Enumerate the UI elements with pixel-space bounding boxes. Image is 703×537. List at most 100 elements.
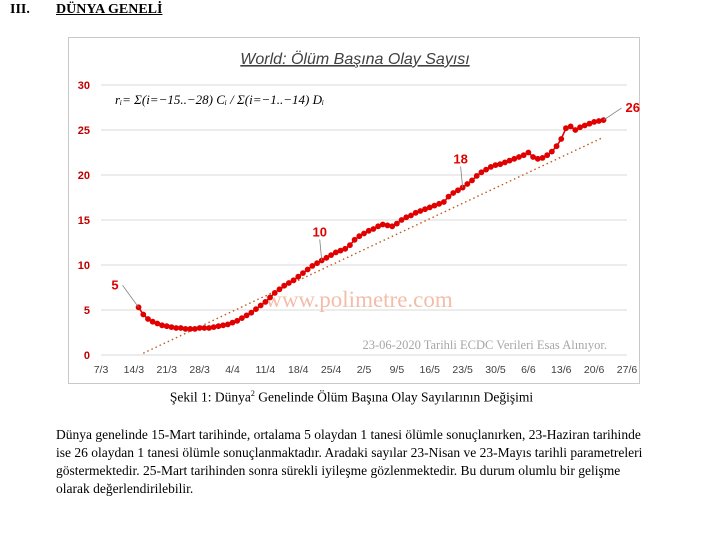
data-point <box>553 143 560 150</box>
data-point <box>464 181 471 187</box>
data-point <box>483 166 490 173</box>
data-point <box>440 199 447 205</box>
data-point <box>145 316 151 322</box>
annotation-leader <box>319 239 323 261</box>
x-tick-label: 11/4 <box>256 364 276 376</box>
data-point <box>276 286 283 293</box>
data-point <box>347 242 353 249</box>
data-point <box>351 236 358 243</box>
data-point <box>140 311 147 318</box>
y-tick-label: 5 <box>84 305 90 317</box>
data-point <box>285 280 292 286</box>
data-point <box>455 187 461 194</box>
data-point <box>422 206 428 213</box>
caption-suffix: Genelinde Ölüm Başına Olay Sayılarının D… <box>254 389 534 405</box>
x-tick-label: 13/6 <box>551 364 572 376</box>
x-tick-label: 16/5 <box>420 364 441 376</box>
data-point <box>182 326 189 332</box>
data-point <box>600 117 607 123</box>
data-point <box>337 247 344 254</box>
data-point <box>501 159 508 166</box>
x-tick-label: 20/6 <box>584 364 605 376</box>
data-point <box>412 209 419 216</box>
y-tick-label: 15 <box>78 215 90 227</box>
data-point <box>309 263 316 269</box>
data-point <box>398 217 405 223</box>
data-point <box>243 312 250 319</box>
data-point <box>253 306 259 312</box>
data-point <box>262 299 269 305</box>
annotation-leader <box>460 166 464 188</box>
x-tick-label: 2/5 <box>357 364 372 376</box>
figure-caption: Şekil 1: Dünya2 Genelinde Ölüm Başına Ol… <box>0 389 703 406</box>
data-point <box>384 222 391 229</box>
data-point <box>497 161 504 168</box>
data-point <box>525 149 532 156</box>
data-point <box>426 204 433 211</box>
data-point <box>229 319 236 326</box>
data-point <box>187 326 194 332</box>
x-tick-label: 23/5 <box>452 364 473 376</box>
data-point <box>154 320 161 327</box>
data-point <box>520 152 527 159</box>
body-paragraph: Dünya genelinde 15-Mart tarihinde, ortal… <box>56 427 643 496</box>
y-tick-label: 0 <box>84 350 90 362</box>
data-point <box>234 317 241 324</box>
x-tick-label: 25/4 <box>321 364 342 376</box>
annotation-label: 18 <box>453 152 467 167</box>
data-point <box>572 127 579 133</box>
chart-svg: World: Ölüm Başına Olay Sayısı 0 5 10 15 20 25… <box>78 50 640 376</box>
data-point <box>548 148 555 155</box>
y-tick-label: 20 <box>78 170 90 182</box>
data-point <box>469 177 475 184</box>
data-point <box>389 223 396 230</box>
data-point <box>342 245 349 252</box>
data-point <box>290 277 297 284</box>
x-tick-label: 6/6 <box>521 364 536 376</box>
y-tick-label: 30 <box>78 80 90 92</box>
data-point <box>506 157 513 164</box>
data-point <box>478 169 485 176</box>
annotation-leader <box>122 285 139 308</box>
watermark: www.polimetre.com <box>265 287 453 312</box>
data-point <box>534 155 541 162</box>
data-point <box>206 325 212 331</box>
data-point <box>295 273 302 280</box>
data-point <box>408 212 414 219</box>
data-point <box>168 324 175 330</box>
data-point <box>159 322 165 329</box>
data-point <box>492 162 499 168</box>
data-point <box>196 325 203 331</box>
data-point <box>215 323 222 330</box>
data-point <box>224 321 231 328</box>
data-point <box>473 173 480 179</box>
data-point <box>248 309 255 316</box>
section-heading: III. DÜNYA GENELİ <box>10 2 162 18</box>
data-point <box>370 226 377 232</box>
data-point <box>375 223 381 230</box>
x-tick-label: 21/3 <box>157 364 178 376</box>
data-point <box>332 249 339 256</box>
data-point <box>530 154 536 160</box>
section-number: III. <box>10 2 30 17</box>
annotation-label: 10 <box>312 225 326 240</box>
data-point <box>445 193 452 200</box>
data-point <box>379 221 386 228</box>
data-point <box>271 290 278 296</box>
data-point <box>323 254 330 261</box>
x-tick-label: 4/4 <box>225 364 240 376</box>
y-tick-label: 10 <box>78 260 90 272</box>
data-point <box>201 325 208 331</box>
data-point <box>516 154 522 160</box>
data-point <box>220 322 227 329</box>
formula-text: rᵢ= Σ(i=−15..−28) Cᵢ / Σ(i=−1..−14) Dᵢ <box>115 92 324 107</box>
data-point <box>581 122 588 129</box>
data-point <box>365 227 372 234</box>
chart-figure: World: Ölüm Başına Olay Sayısı 0 5 10 15 20 25… <box>68 37 640 384</box>
data-point <box>436 200 443 207</box>
y-tick-label: 25 <box>78 125 90 137</box>
data-point <box>163 323 170 330</box>
data-point <box>577 124 583 131</box>
data-point <box>173 325 180 331</box>
x-tick-label: 30/5 <box>485 364 506 376</box>
